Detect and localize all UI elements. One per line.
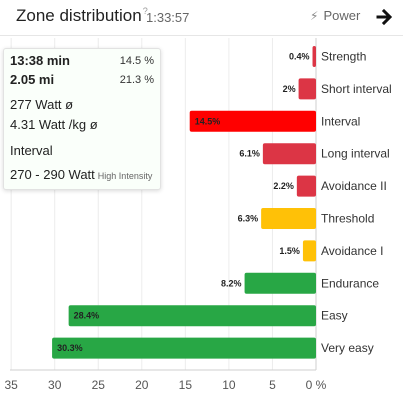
bar-data-label: 14.5% <box>195 116 221 126</box>
bar-data-label: 6.3% <box>238 214 259 224</box>
zone-distribution-chart: 35 30 25 20 15 10 5 0 % 0.4% Strength 2% Short inte… <box>4 38 392 392</box>
x-tick-label: 0 % <box>306 378 327 392</box>
category-label: Long interval <box>321 147 390 161</box>
bar <box>262 143 316 165</box>
bar <box>68 305 316 327</box>
bar-data-label: 30.3% <box>57 343 83 353</box>
zone-tooltip: 13:38 min 14.5 % 2.05 mi 21.3 % 277 Watt… <box>3 48 161 190</box>
total-duration: 1:33:57 <box>146 10 190 25</box>
x-tick-label: 30 <box>48 378 62 392</box>
category-label: Strength <box>321 50 366 64</box>
bolt-icon: ⚡ <box>310 9 319 23</box>
bar-data-label: 28.4% <box>74 311 100 321</box>
category-label: Short interval <box>321 82 392 96</box>
x-tick-label: 5 <box>269 378 276 392</box>
help-icon[interactable]: ? <box>142 6 148 17</box>
tooltip-time: 13:38 min <box>10 53 70 68</box>
tooltip-distance-pct: 21.3 % <box>119 74 154 86</box>
bar <box>312 46 316 67</box>
tooltip-avg-power: 277 Watt ø <box>10 97 74 112</box>
metric-label: Power <box>323 8 361 23</box>
bar <box>302 240 316 262</box>
category-label: Very easy <box>321 341 374 355</box>
metric-toggle[interactable]: ⚡ Power <box>310 8 360 23</box>
bar-data-label: 2% <box>283 84 296 94</box>
bar <box>244 272 316 294</box>
bar <box>296 175 316 197</box>
category-label: Easy <box>321 309 348 323</box>
category-label: Endurance <box>321 276 379 290</box>
tooltip-time-pct: 14.5 % <box>119 55 154 67</box>
tooltip-zone-name: Interval <box>10 143 53 158</box>
bar-data-label: 8.2% <box>221 278 242 288</box>
arrow-right-icon[interactable] <box>376 7 394 27</box>
x-tick-label: 15 <box>179 378 193 392</box>
bar-data-label: 1.5% <box>279 246 300 256</box>
widget-title: Zone distribution? <box>16 6 148 26</box>
bar <box>261 208 316 229</box>
bar <box>298 78 316 100</box>
x-tick-label: 25 <box>92 378 106 392</box>
widget-header: Zone distribution? 1:33:57 ⚡ Power <box>0 0 403 36</box>
title-text: Zone distribution <box>16 6 142 25</box>
x-tick-label: 10 <box>222 378 236 392</box>
bar-data-label: 0.4% <box>289 52 310 62</box>
tooltip-avg-wkg: 4.31 Watt /kg ø <box>10 117 98 132</box>
tooltip-range-note: High Intensity <box>97 171 153 181</box>
bar <box>189 110 316 132</box>
tooltip-range: 270 - 290 Watt High Intensity <box>10 167 152 182</box>
tooltip-range-value: 270 - 290 Watt <box>10 167 95 182</box>
x-tick-label: 20 <box>135 378 149 392</box>
x-tick-label: 35 <box>4 378 18 392</box>
bar-data-label: 6.1% <box>239 149 260 159</box>
tooltip-distance: 2.05 mi <box>10 72 55 87</box>
category-label: Avoidance I <box>321 244 384 258</box>
bar-data-label: 2.2% <box>273 181 294 191</box>
category-label: Interval <box>321 114 360 128</box>
category-label: Avoidance II <box>321 179 387 193</box>
bar <box>52 337 316 359</box>
category-label: Threshold <box>321 212 374 226</box>
